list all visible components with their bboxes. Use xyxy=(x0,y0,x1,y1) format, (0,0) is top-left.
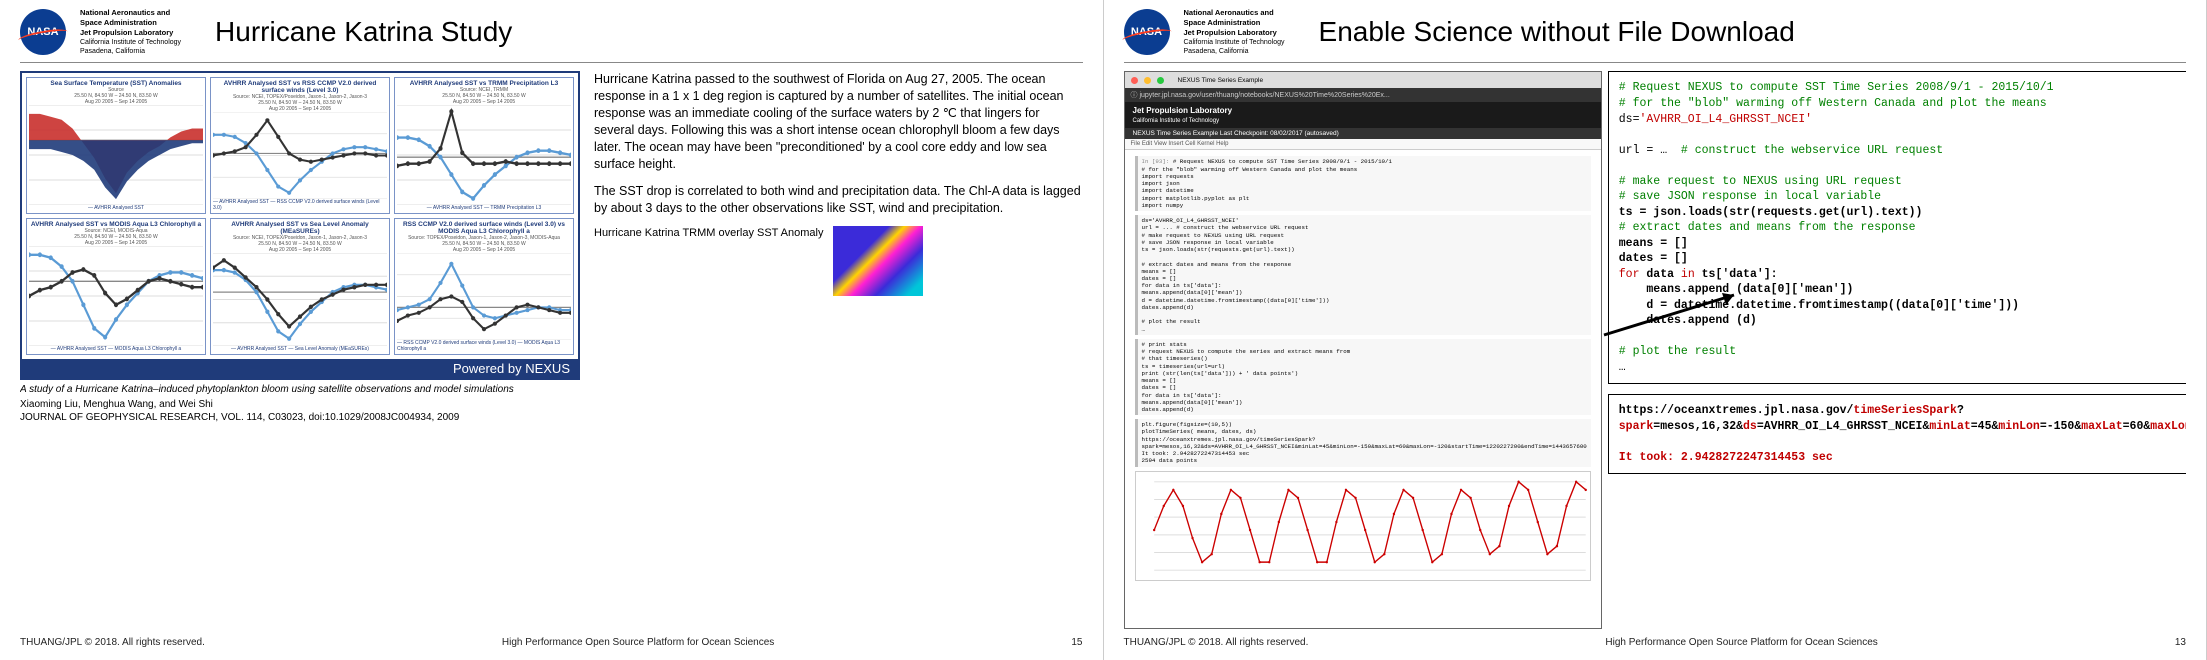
org-line4: California Institute of Technology xyxy=(80,39,181,46)
slide-2: NASA National Aeronautics and Space Admi… xyxy=(1104,0,2207,660)
jpl-sub: California Institute of Technology xyxy=(1133,118,1220,124)
slide-title: Hurricane Katrina Study xyxy=(215,16,512,48)
citation-title: A study of a Hurricane Katrina–induced p… xyxy=(20,384,580,395)
jpl-header: Jet Propulsion Laboratory California Ins… xyxy=(1125,102,1601,128)
chart-5: RSS CCMP V2.0 derived surface winds (Lev… xyxy=(394,218,574,355)
citation-journal: JOURNAL OF GEOPHYSICAL RESEARCH, VOL. 11… xyxy=(20,412,580,423)
slide-header: NASA National Aeronautics and Space Admi… xyxy=(1124,8,2187,56)
right-column: Hurricane Katrina passed to the southwes… xyxy=(594,71,1083,629)
footer-right: 15 xyxy=(1071,637,1082,648)
org-block: National Aeronautics and Space Administr… xyxy=(1184,8,1285,56)
nb-cell-2[interactable]: ds='AVHRR_OI_L4_GHRSST_NCEI'url = ... # … xyxy=(1135,215,1591,335)
footer-left: THUANG/JPL © 2018. All rights reserved. xyxy=(20,637,205,648)
slide2-body: NEXUS Time Series Example ⓘ jupyter.jpl.… xyxy=(1124,71,2187,629)
chart-legend: — AVHRR Analysed SST — TRMM Precipitatio… xyxy=(427,205,542,211)
slide-header: NASA National Aeronautics and Space Admi… xyxy=(20,8,1083,56)
org-line2: Space Administration xyxy=(80,18,157,27)
code-panes: # Request NEXUS to compute SST Time Seri… xyxy=(1608,71,2186,629)
chart-canvas xyxy=(397,105,571,205)
chart-title: AVHRR Analysed SST vs RSS CCMP V2.0 deri… xyxy=(213,80,387,94)
slide-body: Sea Surface Temperature (SST) AnomaliesS… xyxy=(20,71,1083,629)
jupyter-notebook: NEXUS Time Series Example ⓘ jupyter.jpl.… xyxy=(1124,71,1602,629)
traffic-min-icon[interactable] xyxy=(1144,77,1151,84)
chart-legend: — RSS CCMP V2.0 derived surface winds (L… xyxy=(397,340,571,352)
chart-title: RSS CCMP V2.0 derived surface winds (Lev… xyxy=(397,221,571,235)
jpl-title: Jet Propulsion Laboratory xyxy=(1133,106,1233,115)
left-column: Sea Surface Temperature (SST) AnomaliesS… xyxy=(20,71,580,629)
chart-legend: — AVHRR Analysed SST — RSS CCMP V2.0 der… xyxy=(213,199,387,211)
divider xyxy=(1124,62,2187,63)
chart-3: AVHRR Analysed SST vs MODIS Aqua L3 Chlo… xyxy=(26,218,206,355)
chart-canvas xyxy=(213,253,387,346)
trmm-image xyxy=(833,226,923,296)
paragraph-2: The SST drop is correlated to both wind … xyxy=(594,183,1083,217)
chart-title: AVHRR Analysed SST vs TRMM Precipitation… xyxy=(410,80,558,87)
nasa-logo: NASA xyxy=(1124,9,1170,55)
notebook-plot xyxy=(1135,471,1591,581)
org-line5: Pasadena, California xyxy=(80,48,145,55)
chart-2: AVHRR Analysed SST vs TRMM Precipitation… xyxy=(394,77,574,214)
chart-title: AVHRR Analysed SST vs Sea Level Anomaly … xyxy=(213,221,387,235)
code-box-2: https://oceanxtremes.jpl.nasa.gov/timeSe… xyxy=(1608,394,2186,474)
chart-canvas xyxy=(213,112,387,199)
browser-tab-label: NEXUS Time Series Example xyxy=(1178,77,1264,84)
chart-legend: — AVHRR Analysed SST — MODIS Aqua L3 Chl… xyxy=(51,346,181,352)
chart-4: AVHRR Analysed SST vs Sea Level Anomaly … xyxy=(210,218,390,355)
trmm-caption: Hurricane Katrina TRMM overlay SST Anoma… xyxy=(594,226,823,296)
org-block: National Aeronautics and Space Administr… xyxy=(80,8,181,56)
chart-0: Sea Surface Temperature (SST) AnomaliesS… xyxy=(26,77,206,214)
chart-1: AVHRR Analysed SST vs RSS CCMP V2.0 deri… xyxy=(210,77,390,214)
footer-left: THUANG/JPL © 2018. All rights reserved. xyxy=(1124,637,1309,648)
slide-1: NASA National Aeronautics and Space Admi… xyxy=(0,0,1104,660)
nasa-logo: NASA xyxy=(20,9,66,55)
org-line2: Space Administration xyxy=(1184,18,1261,27)
org-line3: Jet Propulsion Laboratory xyxy=(80,28,173,37)
org-line1: National Aeronautics and xyxy=(80,8,170,17)
footer-center: High Performance Open Source Platform fo… xyxy=(1605,637,1877,648)
divider xyxy=(20,62,1083,63)
chart-canvas xyxy=(397,253,571,340)
nb-cell-3[interactable]: # print stats# request NEXUS to compute … xyxy=(1135,339,1591,415)
paragraph-1: Hurricane Katrina passed to the southwes… xyxy=(594,71,1083,172)
chart-canvas xyxy=(29,246,203,346)
powered-by: Powered by NEXUS xyxy=(22,359,578,378)
chart-title: AVHRR Analysed SST vs MODIS Aqua L3 Chlo… xyxy=(31,221,201,228)
org-line4: California Institute of Technology xyxy=(1184,39,1285,46)
notebook-title: NEXUS Time Series Example Last Checkpoin… xyxy=(1125,128,1601,139)
org-line5: Pasadena, California xyxy=(1184,48,1249,55)
org-line3: Jet Propulsion Laboratory xyxy=(1184,28,1277,37)
notebook-menu[interactable]: File Edit View Insert Cell Kernel Help xyxy=(1125,139,1601,150)
footer-right: 13 xyxy=(2175,637,2186,648)
footer: THUANG/JPL © 2018. All rights reserved. … xyxy=(20,629,1083,648)
footer: THUANG/JPL © 2018. All rights reserved. … xyxy=(1124,629,2187,648)
chart-legend: — AVHRR Analysed SST — Sea Level Anomaly… xyxy=(231,346,369,352)
charts-panel: Sea Surface Temperature (SST) AnomaliesS… xyxy=(20,71,580,380)
chart-canvas xyxy=(29,105,203,205)
chart-title: Sea Surface Temperature (SST) Anomalies xyxy=(50,80,181,87)
charts-grid: Sea Surface Temperature (SST) AnomaliesS… xyxy=(22,73,578,359)
traffic-max-icon[interactable] xyxy=(1157,77,1164,84)
org-line1: National Aeronautics and xyxy=(1184,8,1274,17)
arrow-icon xyxy=(1594,285,1754,345)
notebook-content: In [93]: # Request NEXUS to compute SST … xyxy=(1125,150,1601,628)
citation-authors: Xiaoming Liu, Menghua Wang, and Wei Shi xyxy=(20,399,580,410)
trmm-block: Hurricane Katrina TRMM overlay SST Anoma… xyxy=(594,226,1083,296)
nb-cell-4[interactable]: plt.figure(figsize=(10,5))plotTimeSeries… xyxy=(1135,419,1591,466)
nb-cell-1[interactable]: In [93]: # Request NEXUS to compute SST … xyxy=(1135,156,1591,211)
traffic-close-icon[interactable] xyxy=(1131,77,1138,84)
slide-title: Enable Science without File Download xyxy=(1319,16,1795,48)
chart-legend: — AVHRR Analysed SST xyxy=(88,205,144,211)
footer-center: High Performance Open Source Platform fo… xyxy=(502,637,774,648)
browser-tabs: NEXUS Time Series Example xyxy=(1125,72,1601,88)
browser-url[interactable]: ⓘ jupyter.jpl.nasa.gov/user/thuang/noteb… xyxy=(1125,88,1601,102)
